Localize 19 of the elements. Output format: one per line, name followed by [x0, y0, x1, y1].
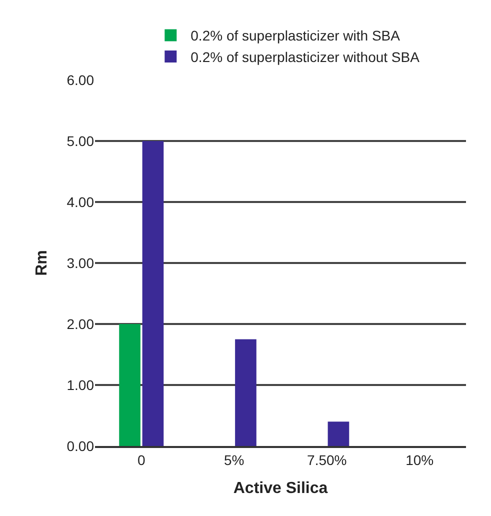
x-tick-label: 0 [137, 452, 146, 468]
x-tick-label: 10% [406, 452, 434, 468]
y-tick-label: 3.00 [66, 254, 94, 271]
y-tick-label: 6.00 [66, 72, 94, 88]
bar [119, 324, 140, 446]
x-axis-title: Active Silica [233, 480, 328, 497]
bar [328, 422, 350, 446]
y-tick-label: 0.00 [66, 438, 94, 454]
y-tick-label: 4.00 [66, 194, 94, 210]
bar [142, 141, 164, 446]
legend-label: 0.2% of superplasticizer with SBA [190, 28, 401, 44]
y-axis-title: Rm [34, 250, 51, 276]
bar [235, 339, 256, 446]
x-tick-label: 5% [224, 452, 244, 468]
legend-label: 0.2% of superplasticizer without SBA [190, 48, 420, 65]
y-tick-label: 1.00 [66, 376, 94, 393]
x-tick-label: 7.50% [307, 452, 347, 468]
y-tick-label: 2.00 [66, 316, 94, 332]
y-tick-label: 5.00 [66, 132, 94, 149]
